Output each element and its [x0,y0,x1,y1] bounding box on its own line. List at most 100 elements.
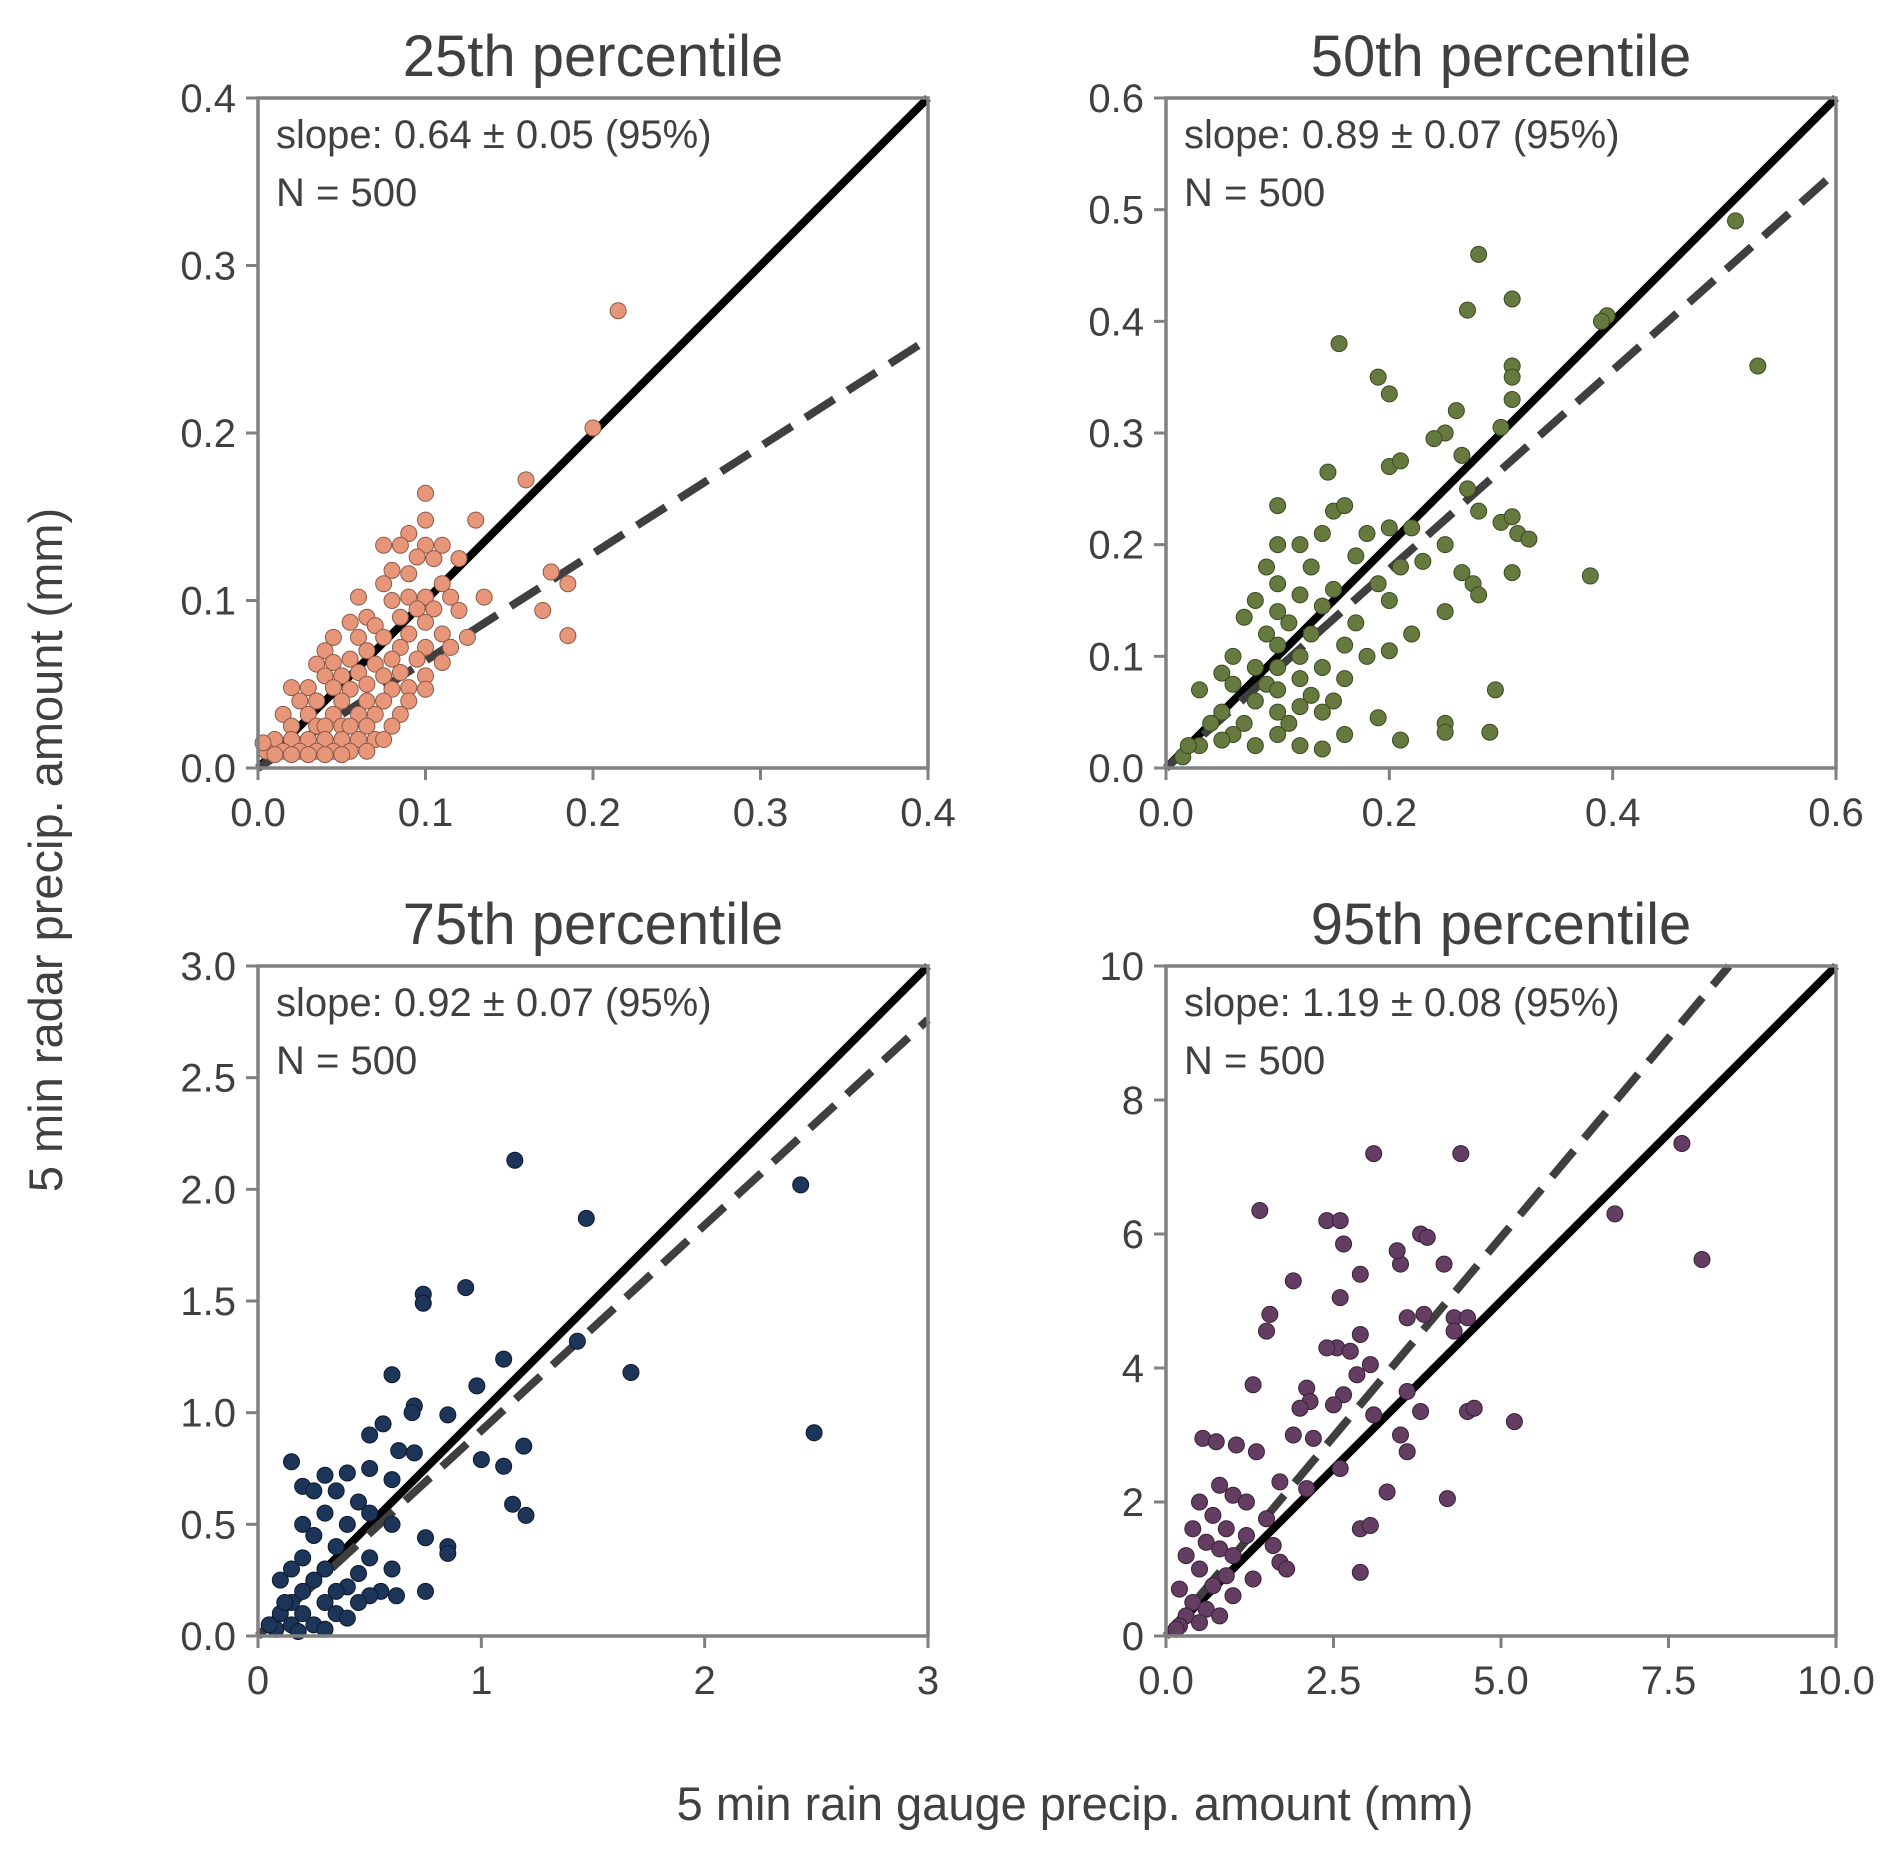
scatter-point [534,602,552,620]
scatter-point [1313,597,1331,615]
scatter-point [333,746,351,764]
scatter-point [391,536,409,554]
x-tick-label: 0 [247,1659,269,1703]
scatter-point [1224,675,1242,693]
scatter-point [1313,740,1331,758]
scatter-point [266,746,284,764]
y-tick-label: 0 [1122,1615,1144,1659]
scatter-point [433,625,451,643]
scatter-point [391,638,409,656]
scatter-point [408,650,426,668]
scatter-point [1435,1255,1453,1273]
scatter-point [1351,1326,1369,1343]
scatter-point [1369,368,1387,386]
scatter-point [403,1404,421,1422]
scatter-point [350,628,367,646]
scatter-point [1235,608,1253,626]
scatter-point [366,617,384,635]
scatter-point [305,1571,323,1589]
panel-25th-percentile: 25th percentile 0.0 0.1 0.2 0.3 0.4 0.0 0.1 0.2… [180,24,955,835]
x-tick-label: 0.2 [565,791,621,835]
scatter-point [433,575,451,593]
scatter-point [1244,1376,1262,1394]
scatter-point [1336,726,1354,743]
fit-line [1162,963,1733,1639]
scatter-point [609,302,627,320]
scatter-point [383,1515,401,1533]
scatter-point [1325,580,1342,598]
scatter-point [361,1460,379,1477]
x-tick-label: 5.0 [1473,1659,1529,1703]
n-annotation: N = 500 [1184,171,1325,215]
scatter-point [1351,1563,1369,1581]
slope-annotation: slope: 0.89 ± 0.07 (95%) [1184,113,1620,157]
scatter-point [1246,692,1264,710]
scatter-point [1191,1493,1208,1511]
scatter-point [324,628,342,646]
scatter-point [542,563,560,581]
scatter-point [417,588,434,606]
scatter-point [517,1506,535,1524]
y-tick-label: 0.3 [1088,412,1144,456]
scatter-point [1269,681,1287,699]
scatter-point [433,536,451,554]
ticks: 0.0 0.2 0.4 0.6 0.0 0.1 0.2 0.3 0.4 0.5 0.6 [1088,77,1863,835]
scatter-point [1336,636,1354,654]
scatter-point [1197,1600,1215,1618]
scatter-point [468,1377,486,1395]
panel-title: 25th percentile [403,24,783,89]
scatter-point [1392,731,1409,749]
scatter-point [1291,586,1309,604]
scatter-point [316,1560,334,1578]
scatter-point [324,679,342,697]
scatter-point [338,1464,356,1482]
scatter-point [383,717,401,735]
y-axis-label: 5 min radar precip. amount (mm) [19,508,72,1192]
scatter-point [1204,1577,1222,1595]
scatter-point [1503,508,1521,526]
scatter-point [276,1594,294,1611]
y-tick-label: 2 [1122,1481,1144,1525]
scatter-point [1436,603,1454,621]
y-tick-label: 0.2 [180,412,236,456]
scatter-point [375,731,393,749]
scatter-point [1520,530,1538,548]
scatter-point [338,1515,356,1533]
y-tick-label: 4 [1122,1347,1144,1391]
scatter-point [559,575,577,593]
scatter-point [1224,1547,1242,1565]
y-tick-label: 0.0 [180,1615,236,1659]
scatter-point [341,650,359,668]
scatter-point [1593,312,1610,330]
scatter-point [391,664,409,682]
scatter-point [1211,1540,1229,1558]
scatter-point [1291,536,1309,554]
scatter-point [1388,1242,1406,1260]
scatter-point [515,1437,533,1455]
x-tick-label: 0.4 [900,791,956,835]
scatter-point [324,653,342,671]
scatter-point [1213,664,1231,682]
scatter-point [1358,525,1376,542]
scatter-point [299,746,317,764]
scatter-point [327,1482,345,1500]
scatter-point [1358,647,1376,665]
scatter-point [1280,614,1298,632]
scatter-point [417,484,434,502]
scatter-point [792,1176,810,1194]
scatter-point [1291,698,1309,716]
scatter-point [361,1426,379,1444]
scatter-point [1302,625,1320,643]
scatter-point [1224,1587,1242,1605]
scatter-point [1403,625,1421,643]
scatter-point [1304,1429,1322,1447]
x-tick-label: 0.1 [398,791,454,835]
scatter-point [366,655,384,673]
scatter-point [1392,558,1409,576]
scatter-point [375,536,393,554]
scatter-point [1184,1594,1202,1611]
scatter-point [1378,1483,1396,1501]
x-tick-label: 1 [470,1659,492,1703]
scatter-point [467,511,485,529]
scatter-point [291,692,309,710]
